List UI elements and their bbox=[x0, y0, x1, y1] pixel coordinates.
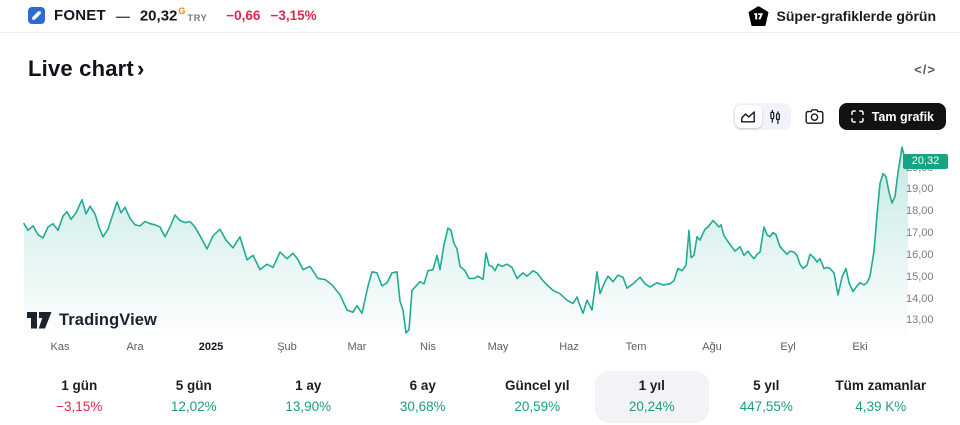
x-axis-label: Tem bbox=[625, 341, 647, 353]
range-stat-value: 20,24% bbox=[628, 399, 675, 414]
area-fill bbox=[24, 147, 908, 335]
x-axis-label: Kas bbox=[50, 341, 70, 353]
price-line bbox=[23, 146, 909, 334]
range-stat-güncel-yıl[interactable]: Güncel yıl 20,59% bbox=[480, 371, 595, 423]
range-stat-value: 13,90% bbox=[285, 399, 332, 414]
chevron-right-icon: › bbox=[136, 56, 145, 81]
ticker-header: FONET — 20,32GTRY −0,66 −3,15% Süper-gra… bbox=[0, 0, 960, 33]
x-axis-label: Haz bbox=[559, 341, 579, 353]
range-stats-bar: 1 gün −3,15% 5 gün 12,02% 1 ay 13,90% 6 ay 30,6… bbox=[0, 371, 960, 423]
range-stat-label: Güncel yıl bbox=[504, 378, 570, 393]
x-axis-label: 2025 bbox=[198, 341, 224, 353]
embed-code-icon[interactable]: </> bbox=[914, 62, 936, 77]
symbol-price-separator: — bbox=[115, 7, 130, 24]
area-chart-button[interactable] bbox=[734, 105, 762, 128]
x-axis-label: Şub bbox=[277, 341, 297, 353]
tradingview-watermark[interactable]: TradingView bbox=[27, 311, 157, 330]
range-stat-label: 6 ay bbox=[409, 378, 436, 393]
change-percent: −3,15% bbox=[270, 8, 317, 24]
range-stat-label: 1 gün bbox=[61, 378, 98, 393]
range-stat-5-yıl[interactable]: 5 yıl 447,55% bbox=[709, 371, 824, 423]
range-stat-value: 20,59% bbox=[514, 399, 561, 414]
x-axis-label: May bbox=[487, 341, 509, 353]
x-axis-label: Ağu bbox=[702, 341, 722, 353]
range-stat-label: 1 ay bbox=[295, 378, 322, 393]
y-axis-label: 13,00 bbox=[906, 314, 934, 327]
range-stat-label: 5 gün bbox=[175, 378, 212, 393]
market-flag: G bbox=[178, 6, 186, 17]
x-axis-label: Eki bbox=[852, 341, 868, 353]
range-stat-value: 12,02% bbox=[170, 399, 217, 414]
range-stat-value: −3,15% bbox=[56, 399, 103, 414]
y-axis-label: 18,00 bbox=[906, 205, 934, 218]
price-value: 20,32 bbox=[139, 7, 178, 25]
candlestick-icon bbox=[768, 109, 782, 125]
tradingview-gem-icon bbox=[748, 5, 769, 27]
camera-icon bbox=[805, 108, 824, 125]
x-axis-label: Ara bbox=[126, 341, 144, 353]
y-axis-label: 16,00 bbox=[906, 248, 934, 261]
symbol-name[interactable]: FONET bbox=[54, 7, 106, 25]
change-absolute: −0,66 bbox=[226, 8, 261, 24]
range-stat-tüm-zamanlar[interactable]: Tüm zamanlar 4,39 K% bbox=[824, 371, 939, 423]
range-stat-6-ay[interactable]: 6 ay 30,68% bbox=[366, 371, 481, 423]
y-axis-label: 17,00 bbox=[906, 227, 934, 240]
fullscreen-button-label: Tam grafik bbox=[871, 109, 934, 124]
y-axis-label: 14,00 bbox=[906, 292, 934, 305]
last-price: 20,32GTRY bbox=[140, 6, 207, 25]
x-axis-label: Mar bbox=[347, 341, 367, 353]
range-stat-value: 447,55% bbox=[739, 399, 793, 414]
range-stat-1-ay[interactable]: 1 ay 13,90% bbox=[251, 371, 366, 423]
range-stat-label: 5 yıl bbox=[753, 378, 780, 393]
area-chart-canvas[interactable] bbox=[0, 135, 960, 340]
range-stat-label: Tüm zamanlar bbox=[835, 378, 927, 393]
range-stat-value: 30,68% bbox=[399, 399, 446, 414]
range-stat-1-yıl[interactable]: 1 yıl 20,24% bbox=[594, 371, 709, 423]
superchart-link-label: Süper-grafiklerde görün bbox=[776, 8, 936, 24]
candlestick-chart-button[interactable] bbox=[762, 105, 789, 128]
range-stat-5-gün[interactable]: 5 gün 12,02% bbox=[137, 371, 252, 423]
tradingview-logo-icon bbox=[27, 312, 52, 329]
range-stat-label: 1 yıl bbox=[638, 378, 665, 393]
x-axis-label: Nis bbox=[420, 341, 436, 353]
superchart-link[interactable]: Süper-grafiklerde görün bbox=[748, 5, 936, 27]
range-stat-value: 4,39 K% bbox=[855, 399, 907, 414]
area-chart-icon bbox=[740, 109, 756, 124]
y-axis-label: 19,00 bbox=[906, 183, 934, 196]
range-stat-1-gün[interactable]: 1 gün −3,15% bbox=[22, 371, 137, 423]
chart-toolbar: Tam grafik bbox=[732, 103, 946, 130]
snapshot-button[interactable] bbox=[801, 103, 829, 130]
y-axis-label: 15,00 bbox=[906, 270, 934, 283]
chart-type-switch bbox=[732, 103, 791, 130]
price-chart[interactable]: 20,32 TradingView 20,0019,0018,0017,0016… bbox=[0, 135, 960, 360]
price-change: −0,66 −3,15% bbox=[226, 8, 316, 23]
last-price-badge: 20,32 bbox=[903, 153, 948, 169]
currency-label: TRY bbox=[187, 12, 208, 24]
fullscreen-icon bbox=[850, 110, 864, 123]
fullscreen-button[interactable]: Tam grafik bbox=[838, 103, 946, 130]
watermark-label: TradingView bbox=[59, 311, 157, 329]
x-axis-label: Eyl bbox=[780, 341, 796, 353]
symbol-logo-icon bbox=[28, 7, 45, 25]
page-title[interactable]: Live chart › bbox=[28, 56, 144, 82]
page-title-text: Live chart bbox=[28, 56, 134, 81]
